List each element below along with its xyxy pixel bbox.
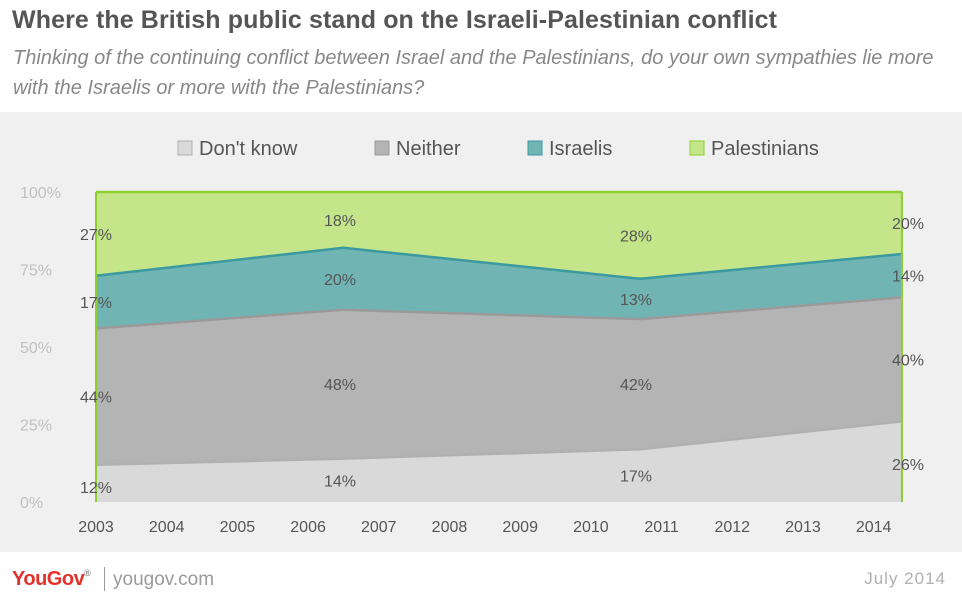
x-tick-label: 2013 — [785, 519, 821, 536]
x-tick-label: 2007 — [361, 519, 397, 536]
x-tick-label: 2005 — [220, 519, 256, 536]
x-tick-label: 2004 — [149, 519, 185, 536]
legend-label: Israelis — [549, 138, 612, 160]
x-tick-label: 2008 — [432, 519, 468, 536]
legend-swatch-israelis — [527, 140, 543, 156]
data-label: 28% — [620, 228, 652, 245]
area-neither — [96, 297, 902, 465]
site-link[interactable]: yougov.com — [113, 569, 215, 590]
data-label: 18% — [324, 213, 356, 230]
line-neither — [95, 296, 903, 330]
publication-date: July 2014 — [864, 569, 946, 588]
legend-label: Don't know — [199, 138, 298, 160]
data-label: 13% — [620, 292, 652, 309]
chart-areas — [95, 190, 903, 502]
y-tick-label: 75% — [20, 263, 52, 280]
data-label: 44% — [80, 390, 112, 407]
footer — [0, 552, 962, 595]
data-label: 12% — [80, 480, 112, 497]
registered-mark: ® — [84, 568, 91, 578]
data-label: 20% — [324, 272, 356, 289]
line-dont-know — [95, 420, 903, 467]
x-tick-label: 2012 — [714, 519, 750, 536]
data-label: 40% — [892, 352, 924, 369]
data-label: 48% — [324, 377, 356, 394]
data-label: 14% — [324, 473, 356, 490]
footer-divider — [104, 567, 105, 591]
data-label: 14% — [892, 269, 924, 286]
area-israelis — [96, 247, 902, 329]
header: Where the British public stand on the Is… — [0, 0, 962, 112]
area-dont-know — [96, 421, 902, 502]
data-label: 27% — [80, 227, 112, 244]
data-label: 20% — [892, 216, 924, 233]
y-axis-labels: 0% 25% 50% 75% 100% — [20, 185, 61, 512]
y-tick-label: 0% — [20, 495, 43, 512]
area-palestinians — [96, 192, 902, 279]
y-tick-label: 25% — [20, 418, 52, 435]
x-tick-label: 2011 — [644, 519, 679, 536]
data-label: 17% — [80, 295, 112, 312]
y-tick-label: 100% — [20, 185, 61, 202]
data-label: 42% — [620, 377, 652, 394]
legend-label: Palestinians — [711, 138, 819, 160]
y-tick-label: 50% — [20, 340, 52, 357]
x-axis-labels: 2003 2004 2005 2006 2007 2008 2009 2010 2011 2012… — [78, 519, 891, 536]
line-israelis — [95, 246, 903, 281]
data-label: 26% — [892, 457, 924, 474]
x-tick-label: 2006 — [290, 519, 326, 536]
x-tick-label: 2009 — [502, 519, 538, 536]
legend-swatch-dont-know — [177, 140, 193, 156]
legend: Don't know Neither Israelis Palestinians — [177, 138, 819, 160]
yougov-logo: YouGov® — [12, 568, 91, 591]
x-tick-label: 2014 — [856, 519, 892, 536]
data-labels: 12% 14% 17% 26% 44% 48% 42% 40% 17% 20% 13% 14% 27% 1… — [80, 213, 924, 497]
logo-text: YouGov — [12, 568, 85, 590]
legend-swatch-neither — [374, 140, 390, 156]
x-tick-label: 2010 — [573, 519, 609, 536]
chart-subtitle: Thinking of the continuing conflict betw… — [13, 47, 934, 99]
x-tick-label: 2003 — [78, 519, 114, 536]
legend-label: Neither — [396, 138, 461, 160]
data-label: 17% — [620, 469, 652, 486]
legend-swatch-palestinians — [689, 140, 705, 156]
chart-title: Where the British public stand on the Is… — [12, 6, 778, 34]
